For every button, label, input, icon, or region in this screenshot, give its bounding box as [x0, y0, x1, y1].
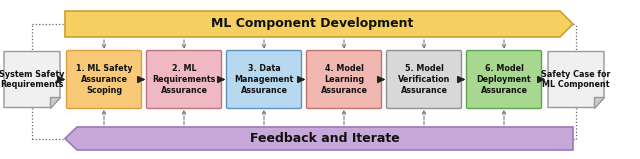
Polygon shape: [4, 52, 60, 107]
FancyBboxPatch shape: [227, 51, 301, 108]
Text: 1. ML Safety
Assurance
Scoping: 1. ML Safety Assurance Scoping: [76, 64, 132, 95]
Polygon shape: [65, 11, 573, 37]
FancyBboxPatch shape: [467, 51, 541, 108]
Text: 5. Model
Verification
Assurance: 5. Model Verification Assurance: [398, 64, 450, 95]
FancyBboxPatch shape: [67, 51, 141, 108]
Text: System Safety
Requirements: System Safety Requirements: [0, 70, 65, 89]
Text: 2. ML
Requirements
Assurance: 2. ML Requirements Assurance: [152, 64, 216, 95]
Text: 6. Model
Deployment
Assurance: 6. Model Deployment Assurance: [477, 64, 531, 95]
Text: Safety Case for
ML Component: Safety Case for ML Component: [541, 70, 611, 89]
Text: ML Component Development: ML Component Development: [211, 17, 413, 31]
Polygon shape: [594, 97, 604, 107]
Text: 4. Model
Learning
Assurance: 4. Model Learning Assurance: [321, 64, 367, 95]
Text: 3. Data
Management
Assurance: 3. Data Management Assurance: [234, 64, 294, 95]
FancyBboxPatch shape: [307, 51, 381, 108]
Polygon shape: [548, 52, 604, 107]
Polygon shape: [50, 97, 60, 107]
FancyBboxPatch shape: [387, 51, 461, 108]
Polygon shape: [65, 127, 573, 150]
FancyBboxPatch shape: [147, 51, 221, 108]
Text: Feedback and Iterate: Feedback and Iterate: [250, 132, 400, 145]
